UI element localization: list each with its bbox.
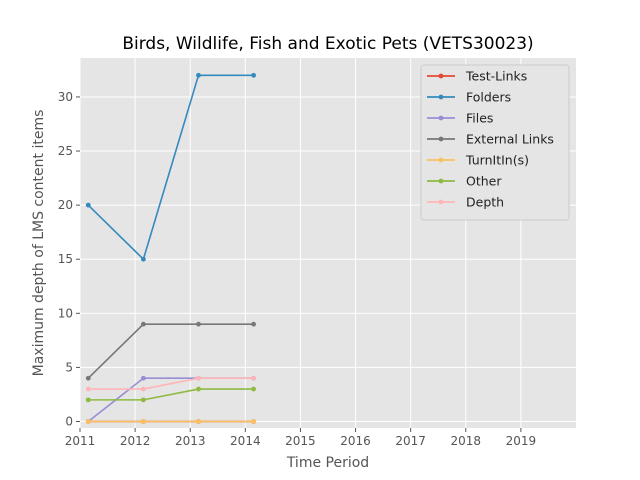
- legend-item: Files: [427, 111, 493, 126]
- y-tick-label: 30: [58, 90, 73, 104]
- data-point-external-links: [140, 321, 146, 327]
- x-tick-label: 2017: [395, 434, 426, 448]
- legend: Test-Links Folders Files External Links Turn…: [420, 64, 570, 221]
- legend-label: Folders: [466, 90, 511, 105]
- axis-ticks: 2011 2012 2013 2014 2015 2016 2017 2018 20190510…: [58, 90, 536, 448]
- x-tick-label: 2013: [175, 434, 206, 448]
- data-point-files: [140, 375, 146, 381]
- legend-swatch-marker: [438, 178, 444, 184]
- series-folders: [85, 72, 256, 262]
- x-tick-label: 2019: [506, 434, 537, 448]
- x-axis-label: Time Period: [286, 455, 369, 471]
- legend-label: Other: [466, 174, 502, 189]
- series-group: [85, 72, 256, 424]
- data-point-depth: [85, 386, 91, 392]
- legend-swatch-marker: [438, 157, 444, 163]
- legend-item: Depth: [427, 195, 504, 210]
- data-point-depth: [140, 386, 146, 392]
- series-line-depth: [88, 377, 254, 390]
- y-tick-label: 0: [65, 415, 73, 429]
- series-line-folders: [87, 74, 254, 261]
- y-tick-label: 15: [58, 252, 73, 266]
- legend-swatch-marker: [438, 73, 444, 79]
- y-tick-label: 10: [58, 306, 73, 320]
- legend-item: Test-Links: [427, 69, 527, 84]
- y-tick-label: 5: [65, 360, 73, 374]
- series-depth: [85, 375, 256, 392]
- y-tick-label: 20: [58, 198, 73, 212]
- legend-swatch-marker: [438, 94, 444, 100]
- y-tick-label: 25: [58, 144, 73, 158]
- legend-item: TurnItIn(s): [427, 153, 529, 168]
- data-point-external-links: [85, 375, 91, 381]
- data-point-turnitin-s: [140, 419, 146, 424]
- y-axis-label: Maximum depth of LMS content items: [31, 110, 47, 377]
- legend-label: Files: [466, 111, 493, 126]
- series-line-external-links: [87, 323, 254, 379]
- x-tick-label: 2012: [120, 434, 151, 448]
- data-point-turnitin-s: [85, 419, 91, 424]
- data-point-other: [140, 397, 146, 403]
- legend-swatch-marker: [438, 136, 444, 142]
- legend-frame: [420, 64, 570, 221]
- chart-title: Birds, Wildlife, Fish and Exotic Pets (V…: [122, 34, 533, 54]
- data-point-other: [251, 386, 256, 392]
- legend-label: Test-Links: [465, 69, 527, 84]
- x-tick-label: 2018: [451, 434, 482, 448]
- data-point-folders: [140, 256, 146, 262]
- data-point-folders: [196, 72, 201, 78]
- data-point-external-links: [251, 321, 256, 327]
- data-point-folders: [251, 72, 256, 78]
- legend-item: External Links: [427, 132, 554, 147]
- data-point-other: [196, 386, 201, 392]
- data-point-folders: [85, 202, 91, 208]
- x-tick-label: 2011: [65, 434, 96, 448]
- series-external-links: [85, 321, 256, 381]
- legend-swatch-marker: [438, 115, 444, 121]
- legend-label: External Links: [466, 132, 554, 147]
- data-point-external-links: [196, 321, 201, 327]
- series-other: [85, 386, 256, 403]
- data-point-depth: [196, 375, 201, 381]
- legend-item: Folders: [427, 90, 511, 105]
- x-tick-label: 2015: [285, 434, 316, 448]
- legend-swatch-marker: [438, 199, 444, 205]
- data-point-turnitin-s: [196, 419, 201, 424]
- data-point-depth: [251, 375, 256, 381]
- data-point-other: [85, 397, 91, 403]
- legend-label: Depth: [466, 195, 504, 210]
- legend-label: TurnItIn(s): [465, 153, 529, 168]
- legend-item: Other: [427, 174, 502, 189]
- series-line-other: [88, 388, 254, 401]
- x-tick-label: 2014: [230, 434, 261, 448]
- data-point-turnitin-s: [251, 419, 256, 424]
- series-turnitin-s: [85, 419, 256, 424]
- x-tick-label: 2016: [340, 434, 371, 448]
